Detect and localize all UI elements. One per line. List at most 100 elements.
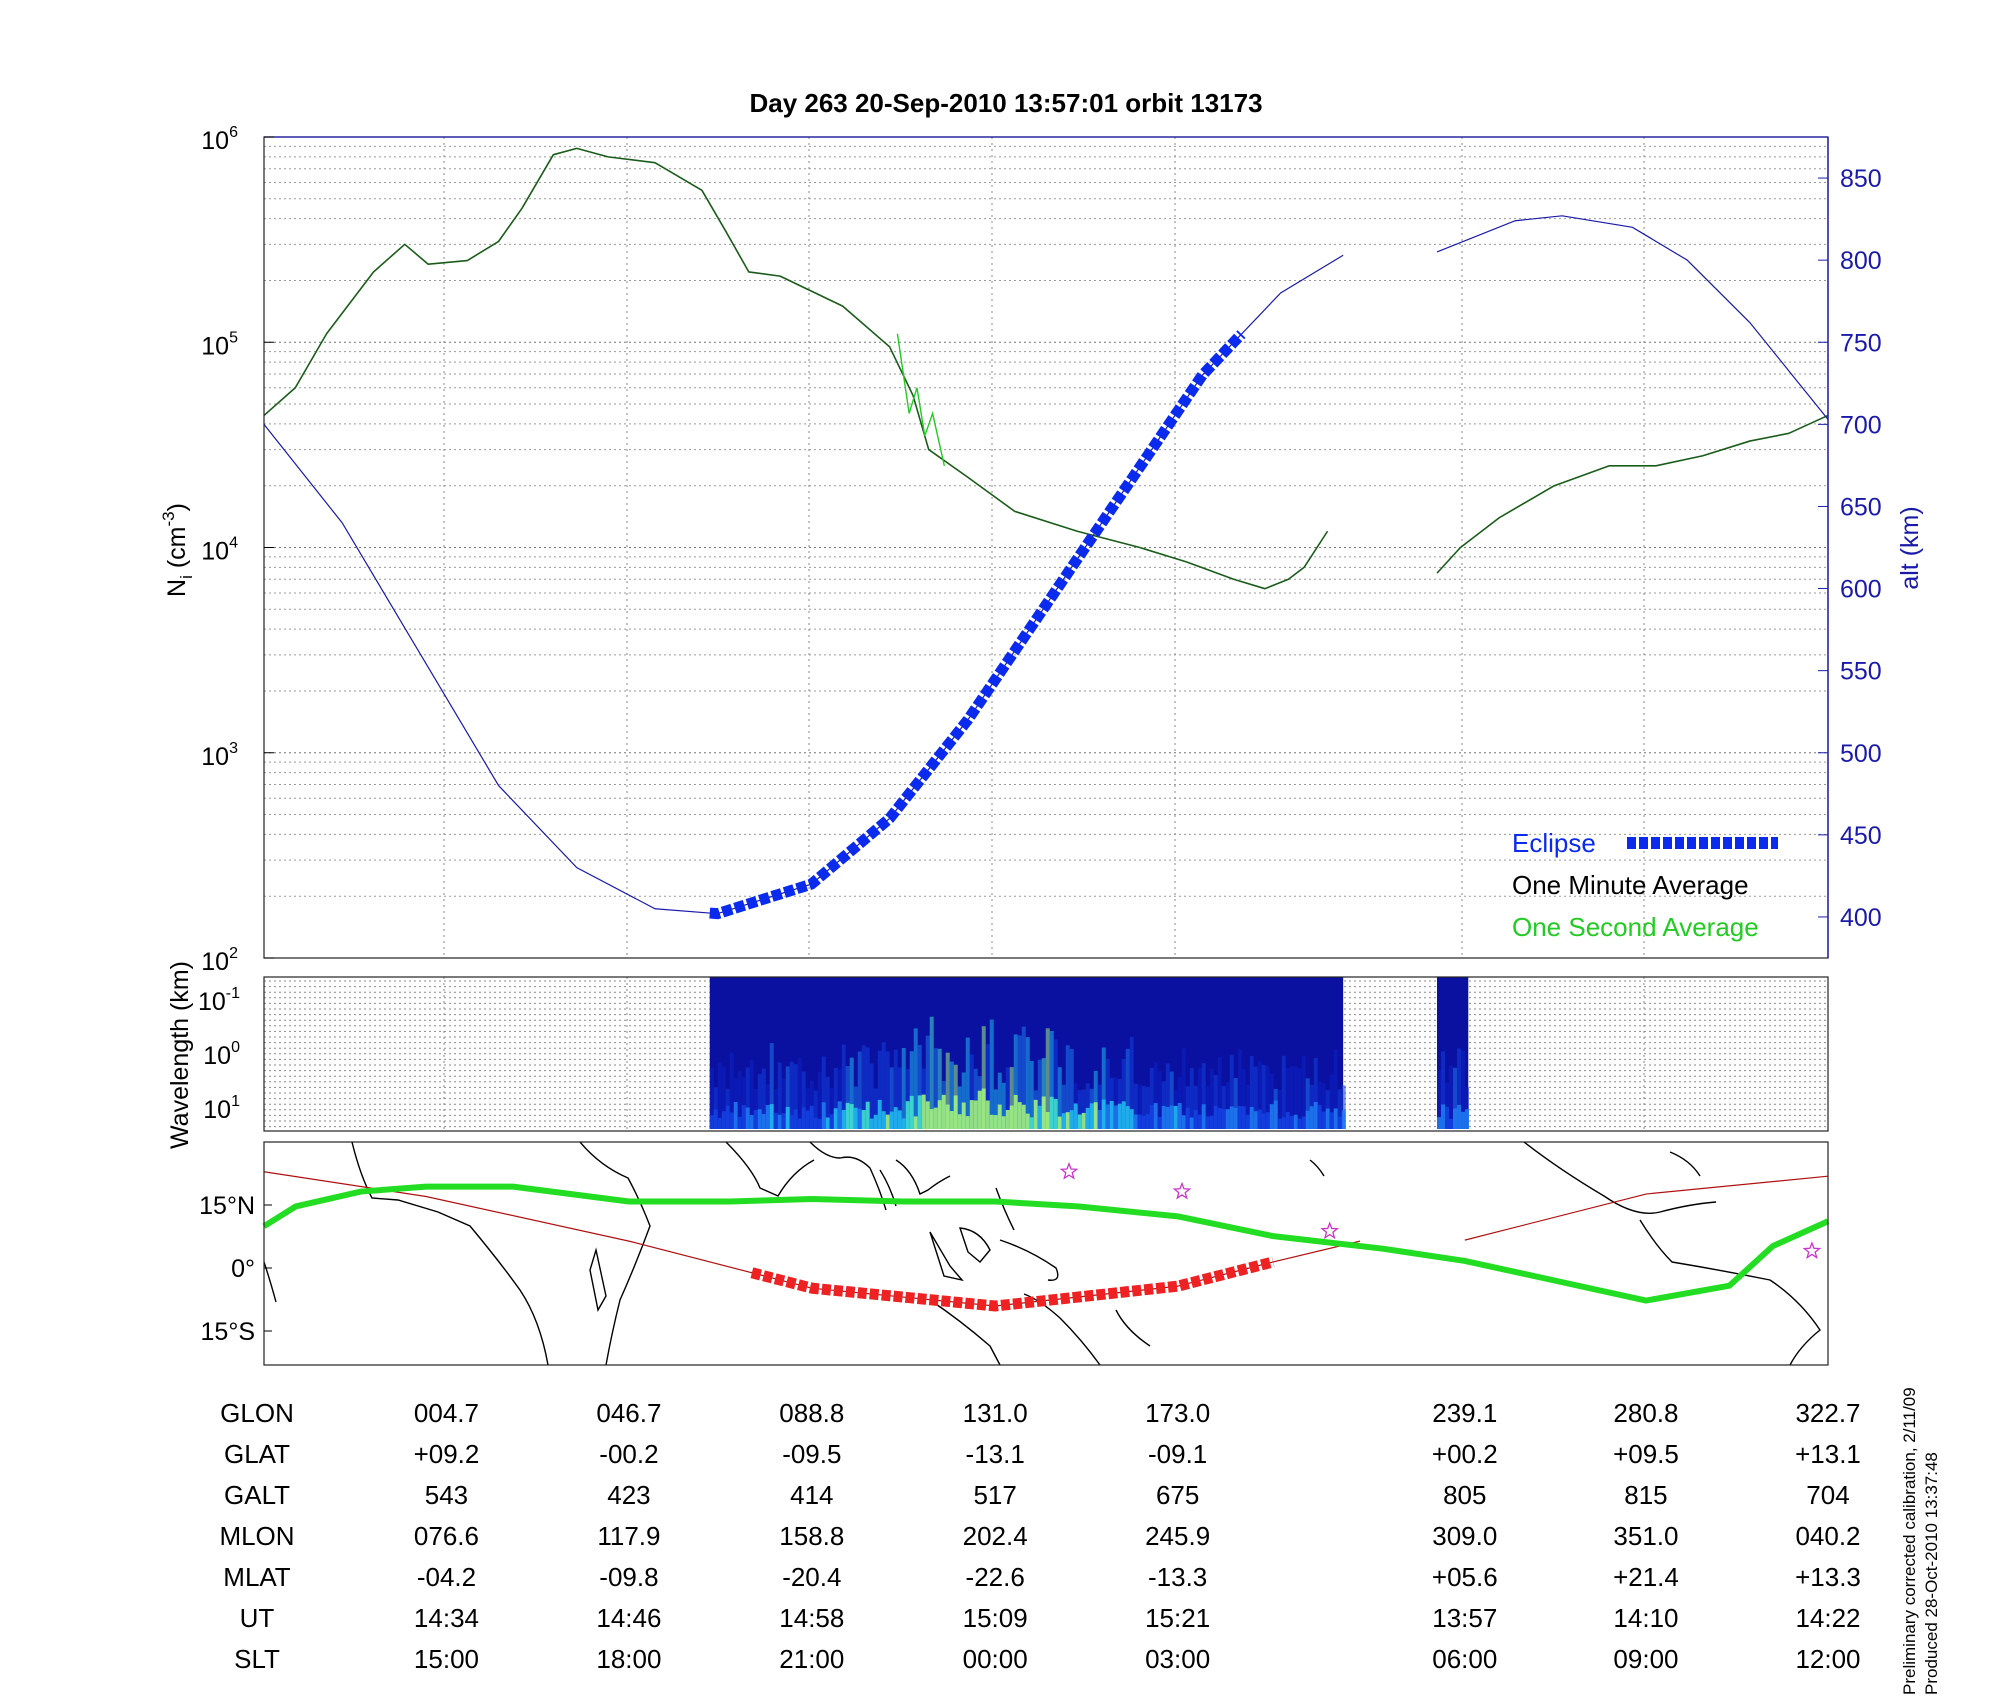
eclipse-track — [750, 1256, 1275, 1312]
spectrogram-column — [889, 1067, 894, 1129]
table-cell: -13.3 — [1148, 1562, 1207, 1592]
spectrogram-peak — [1129, 1109, 1134, 1129]
spectrogram-column — [717, 1061, 722, 1129]
spectrogram-peak — [817, 1118, 822, 1129]
table-cell: -04.2 — [417, 1562, 476, 1592]
star-marker — [1059, 1161, 1079, 1180]
frames-layer — [263, 136, 1829, 1366]
spectrogram-peak — [773, 1112, 778, 1129]
map-y-tick-label: 0° — [231, 1255, 255, 1283]
map-layer — [263, 1141, 1821, 1366]
spectrogram-column — [789, 1061, 794, 1129]
spectrogram-column — [761, 1068, 766, 1129]
spectrogram-peak — [881, 1111, 886, 1129]
spectrogram-column — [777, 1062, 782, 1129]
spectrogram-column — [909, 1051, 914, 1129]
spectrogram-column — [1465, 1087, 1469, 1129]
map-y-tick-label: 15°S — [201, 1318, 255, 1346]
spectrogram-column — [1005, 1067, 1010, 1129]
credit-line-1: Preliminary corrected calibration, 2/11/… — [1900, 1387, 1919, 1695]
spectrogram-column — [937, 1048, 942, 1129]
spectrogram-column — [745, 1067, 750, 1129]
spectrogram-peak — [809, 1105, 814, 1129]
spectrogram-column — [1021, 1026, 1026, 1129]
table-cell: 09:00 — [1613, 1644, 1678, 1674]
spectrogram-column — [861, 1045, 866, 1129]
spectrogram-peak — [1073, 1103, 1078, 1129]
spectrogram-peak — [1117, 1103, 1122, 1129]
spectrogram-peak — [769, 1104, 774, 1129]
spectrogram-column — [1277, 1089, 1282, 1129]
spectrogram-column — [1453, 1067, 1457, 1129]
spectrogram-peak — [889, 1111, 894, 1129]
spectrogram-peak — [1205, 1116, 1210, 1129]
spectrogram-peak — [1185, 1107, 1190, 1129]
table-cell: 040.2 — [1795, 1521, 1860, 1551]
chart-title: Day 263 20-Sep-2010 13:57:01 orbit 13173 — [749, 88, 1262, 118]
spectrogram-peak — [1213, 1105, 1218, 1129]
spectrogram-peak — [713, 1109, 718, 1129]
spectrogram-column — [929, 1016, 934, 1129]
spectrogram-column — [1169, 1071, 1174, 1129]
spectrogram-peak — [1281, 1117, 1286, 1129]
spectrogram-peak — [1341, 1110, 1346, 1129]
spectrogram-column — [829, 1087, 834, 1129]
spectrogram-column — [997, 1072, 1002, 1129]
spectrogram-column — [773, 1089, 778, 1129]
orbit-table: GLON 004.7 046.7 088.8 131.0 173.0 239.1 280.8 3… — [219, 1398, 1860, 1674]
star-marker — [1172, 1181, 1192, 1200]
spectrogram-peak — [1217, 1107, 1222, 1129]
table-cell: 15:00 — [414, 1644, 479, 1674]
legend-label: One Minute Average — [1512, 870, 1749, 900]
table-cell: +13.3 — [1795, 1562, 1861, 1592]
spectrogram-peak — [1297, 1118, 1302, 1129]
spectrogram-y-tick-label: 101 — [203, 1093, 240, 1124]
spectrogram-peak — [941, 1094, 946, 1129]
spectrogram-column — [1001, 1082, 1006, 1129]
spectrogram-column — [749, 1060, 754, 1129]
spectrogram-column — [1097, 1084, 1102, 1129]
spectrogram-peak — [1037, 1105, 1042, 1129]
spectrogram-peak — [1053, 1098, 1058, 1129]
table-cell: 202.4 — [963, 1521, 1028, 1551]
spectrogram-peak — [849, 1104, 854, 1129]
spectrogram-column — [1297, 1068, 1302, 1129]
legend-label: Eclipse — [1512, 828, 1596, 858]
spectrogram-column — [1141, 1085, 1146, 1129]
spectrogram-column — [1153, 1061, 1158, 1129]
coastline — [263, 1261, 277, 1303]
coastline — [895, 1159, 951, 1195]
table-cell: 004.7 — [414, 1398, 479, 1428]
spectrogram-peak — [953, 1095, 958, 1129]
table-row-label: MLON — [219, 1521, 294, 1551]
spectrogram-column — [1189, 1068, 1194, 1129]
table-cell: 03:00 — [1145, 1644, 1210, 1674]
spectrogram-column — [913, 1028, 918, 1129]
spectrogram-peak — [797, 1118, 802, 1129]
spectrogram-peak — [1237, 1106, 1242, 1129]
spectrogram-peak — [1097, 1109, 1102, 1129]
spectrogram-peak — [793, 1109, 798, 1129]
spectrogram-peak — [1105, 1104, 1110, 1129]
spectrogram-column — [821, 1056, 826, 1129]
spectrogram-column — [737, 1070, 742, 1129]
satellite-ground-track — [1464, 1175, 1829, 1241]
spectrogram-peak — [837, 1101, 842, 1129]
table-cell: 117.9 — [597, 1521, 660, 1551]
panel-frame — [263, 1141, 1829, 1366]
spectrogram-column — [1013, 1034, 1018, 1129]
spectrogram-peak — [725, 1105, 730, 1129]
table-cell: +00.2 — [1432, 1439, 1498, 1469]
coastline — [809, 1141, 887, 1211]
spectrogram-peak — [801, 1107, 806, 1129]
spectrogram-peak — [1057, 1116, 1062, 1129]
spectrogram-column — [1101, 1047, 1106, 1129]
spectrogram-column — [845, 1066, 850, 1129]
spectrogram-column — [709, 1067, 714, 1129]
spectrogram-column — [1301, 1055, 1306, 1129]
table-cell: 14:46 — [596, 1603, 661, 1633]
spectrogram-peak — [805, 1110, 810, 1129]
spectrogram-peak — [1121, 1101, 1126, 1129]
spectrogram-column — [825, 1076, 830, 1129]
eclipse-altitude-overlay — [709, 330, 1246, 920]
